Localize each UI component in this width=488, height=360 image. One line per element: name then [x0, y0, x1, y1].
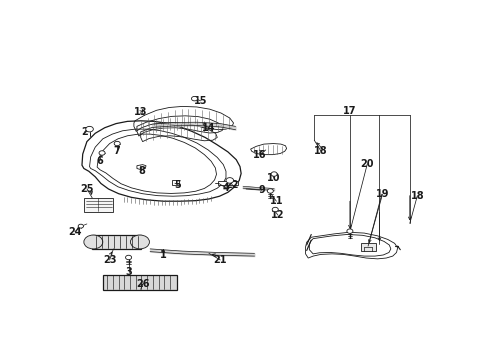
- Text: 15: 15: [193, 96, 207, 106]
- Circle shape: [225, 177, 233, 183]
- Bar: [218, 181, 238, 185]
- Text: 20: 20: [360, 159, 373, 169]
- Circle shape: [130, 235, 149, 249]
- Circle shape: [273, 174, 274, 175]
- Text: 10: 10: [267, 173, 280, 183]
- Circle shape: [114, 141, 120, 146]
- Text: 3: 3: [125, 267, 132, 277]
- Text: 1: 1: [160, 250, 166, 260]
- Text: 4: 4: [222, 183, 229, 193]
- Bar: [102, 275, 176, 290]
- Text: 16: 16: [253, 150, 266, 159]
- Circle shape: [346, 229, 352, 233]
- Text: 17: 17: [343, 106, 356, 116]
- Bar: [84, 198, 113, 212]
- Text: 25: 25: [80, 184, 94, 194]
- Circle shape: [78, 224, 83, 228]
- Text: 7: 7: [114, 146, 121, 156]
- Text: 18: 18: [314, 146, 327, 156]
- Bar: [92, 235, 141, 249]
- Text: 9: 9: [258, 185, 265, 195]
- Text: 21: 21: [213, 255, 226, 265]
- Text: 6: 6: [96, 156, 103, 166]
- Text: 2: 2: [81, 127, 88, 137]
- Text: 19: 19: [375, 189, 388, 199]
- Circle shape: [272, 207, 278, 212]
- Circle shape: [191, 96, 197, 101]
- Circle shape: [84, 235, 102, 249]
- Text: 8: 8: [138, 166, 144, 176]
- Text: 23: 23: [102, 255, 116, 265]
- Circle shape: [125, 255, 131, 260]
- Text: 24: 24: [68, 227, 81, 237]
- Text: 13: 13: [134, 108, 147, 117]
- Bar: [171, 180, 178, 185]
- Text: 18: 18: [410, 191, 423, 201]
- Circle shape: [193, 98, 195, 99]
- Circle shape: [274, 209, 276, 210]
- Circle shape: [270, 172, 277, 176]
- Text: 26: 26: [136, 279, 149, 289]
- Bar: [360, 243, 375, 251]
- Text: 22: 22: [225, 180, 239, 190]
- Text: 5: 5: [174, 180, 181, 190]
- Text: 12: 12: [270, 210, 284, 220]
- Circle shape: [99, 151, 105, 155]
- Circle shape: [88, 128, 90, 130]
- Text: 11: 11: [269, 196, 283, 206]
- Text: 14: 14: [202, 123, 215, 133]
- Circle shape: [267, 189, 273, 193]
- Circle shape: [85, 126, 93, 132]
